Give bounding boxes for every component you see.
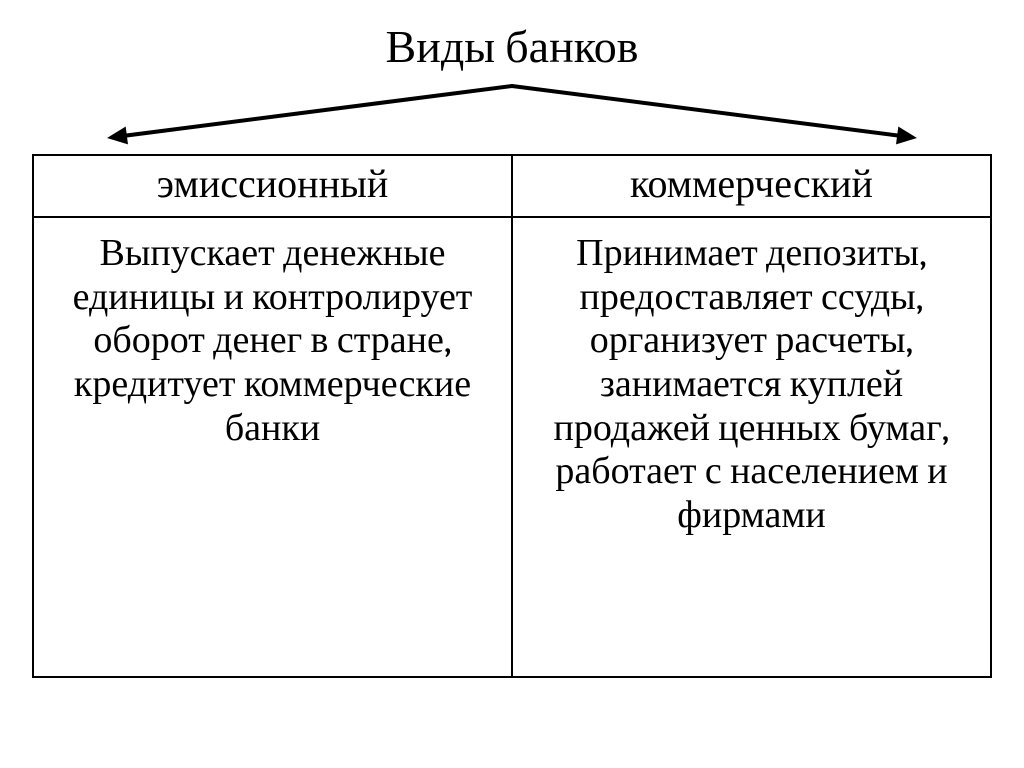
diagram-root: Виды банков эмиссионный коммерческий Вып…	[0, 0, 1024, 768]
branch-arrows	[32, 80, 992, 150]
diagram-title: Виды банков	[30, 20, 994, 74]
col-body-commercial: Принимает депозиты, предоставляет ссуды,…	[512, 217, 991, 677]
types-table: эмиссионный коммерческий Выпускает денеж…	[32, 154, 992, 678]
table-header-row: эмиссионный коммерческий	[33, 155, 991, 217]
col-body-emission: Выпускает денежные единицы и контролируе…	[33, 217, 512, 677]
col-header-emission: эмиссионный	[33, 155, 512, 217]
table-body-row: Выпускает денежные единицы и контролируе…	[33, 217, 991, 677]
col-header-commercial: коммерческий	[512, 155, 991, 217]
